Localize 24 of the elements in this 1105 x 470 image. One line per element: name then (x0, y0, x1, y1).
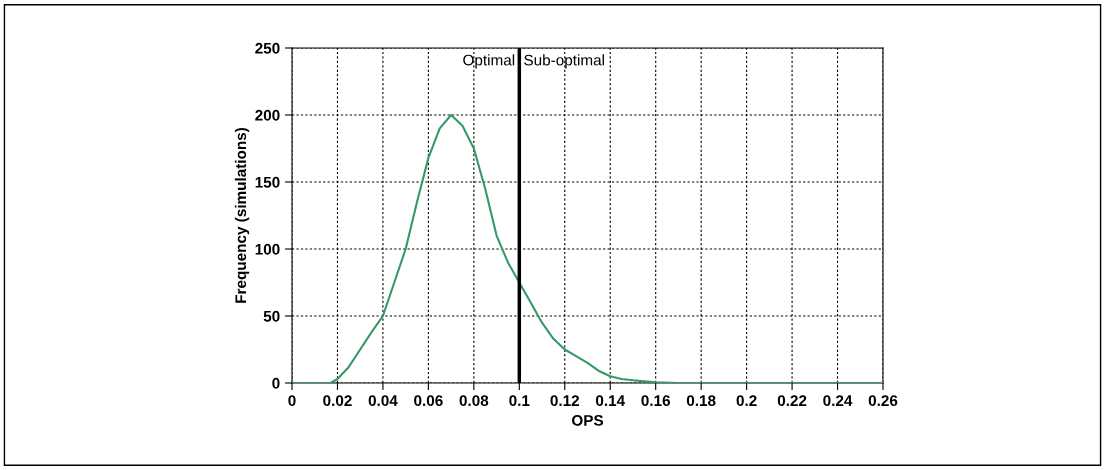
y-axis-title: Frequency (simulations) (234, 127, 250, 303)
y-tick-label: 0 (272, 377, 280, 389)
y-tick-label: 100 (255, 243, 280, 255)
x-tick-label: 0.08 (459, 395, 489, 407)
y-tick-label: 150 (255, 176, 280, 188)
x-tick-label: 0.02 (323, 395, 352, 407)
x-tick-label: 0.12 (550, 395, 580, 407)
x-tick-label: 0.24 (823, 395, 853, 407)
annotation: Sub-optimal (524, 54, 604, 69)
x-axis-title: OPS (572, 415, 604, 426)
y-tick-label: 200 (255, 109, 280, 121)
x-tick-label: 0.16 (641, 395, 671, 407)
x-tick-label: 0 (288, 395, 296, 407)
x-tick-label: 0.06 (414, 395, 443, 407)
x-tick-label: 0.04 (368, 395, 398, 407)
x-tick-label: 0.26 (868, 395, 898, 407)
x-tick-label: 0.18 (686, 395, 716, 407)
annotation: Optimal (463, 54, 515, 69)
y-tick-label: 50 (263, 310, 280, 322)
x-tick-label: 0.1 (509, 395, 530, 407)
x-tick-label: 0.2 (736, 395, 757, 407)
x-tick-label: 0.22 (777, 395, 807, 407)
y-tick-label: 250 (255, 42, 280, 54)
x-tick-label: 0.14 (595, 395, 626, 407)
